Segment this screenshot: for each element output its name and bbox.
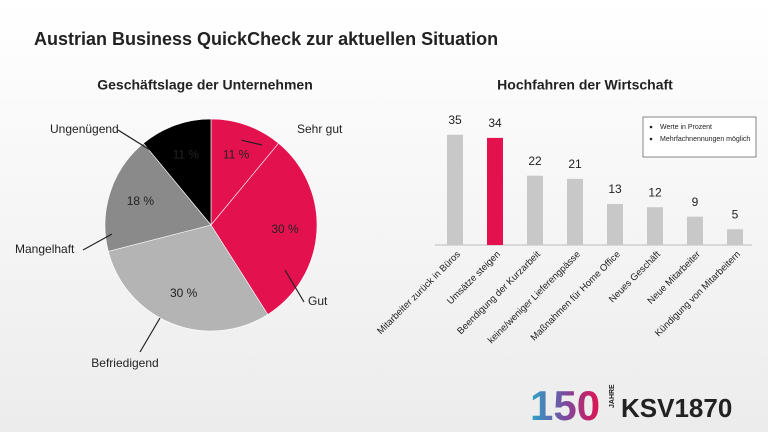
bar (687, 216, 703, 245)
chart-title: Geschäftslage der Unternehmen (97, 77, 313, 93)
pie-slice (143, 118, 212, 226)
pie-slice (104, 142, 212, 252)
bar (567, 178, 583, 245)
value-label: 9 (692, 195, 699, 209)
value-label: 34 (488, 116, 502, 130)
bar (647, 207, 663, 245)
value-label: 22 (528, 154, 542, 168)
value-label: 35 (448, 113, 462, 127)
value-label: 13 (608, 182, 622, 196)
logo-brand: KSV1870 (621, 393, 732, 423)
slice-label: 30 % (170, 286, 198, 300)
slice-label: 11 % (173, 147, 200, 161)
value-label: 12 (648, 185, 662, 199)
chart-title: Hochfahren der Wirtschaft (497, 77, 673, 93)
slice-label: 30 % (271, 222, 299, 236)
x-tick-label: Mitarbeiter zurück in Büros (375, 249, 463, 337)
slice-label: 11 % (223, 147, 250, 161)
bar (527, 175, 543, 245)
category-label: Befriedigend (91, 356, 158, 370)
category-label: Ungenügend (50, 122, 119, 136)
leader-line (139, 317, 161, 353)
x-tick-label: Kündigung von Mitarbeitern (653, 249, 743, 339)
leader-line (284, 269, 305, 303)
bar (487, 137, 503, 245)
bar (607, 204, 623, 245)
bar (727, 229, 743, 245)
notes-box (642, 116, 757, 158)
leader-line (82, 233, 113, 251)
note: Mehrfachnennungen möglich (660, 136, 750, 143)
pie-slice (107, 224, 269, 332)
value-label: 5 (732, 207, 739, 221)
slide-title: Austrian Business QuickCheck zur aktuell… (34, 29, 498, 49)
bullet (649, 137, 653, 141)
bar (447, 134, 463, 245)
category-label: Mangelhaft (15, 242, 75, 256)
note: Werte in Prozent (660, 124, 712, 131)
category-label: Gut (308, 294, 328, 308)
pie-slice (210, 142, 318, 315)
value-label: 21 (568, 157, 582, 171)
slice-label: 18 % (127, 194, 155, 208)
x-tick-label: Beendigung der Kurzarbeit (455, 249, 543, 337)
bullet (649, 125, 653, 129)
logo-word: JAHRE (609, 384, 616, 408)
leader-line (241, 139, 263, 146)
leader-line (117, 129, 151, 151)
category-label: Sehr gut (297, 122, 343, 136)
logo-number: 150 (530, 382, 600, 429)
